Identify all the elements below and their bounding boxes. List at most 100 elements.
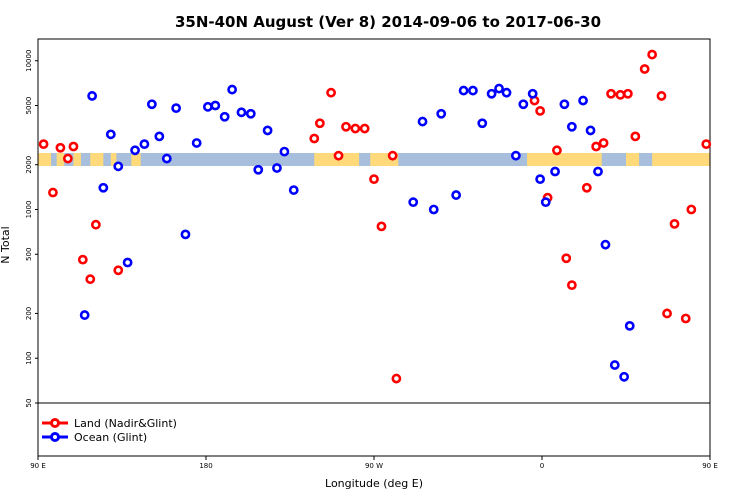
ocean-point-2 — [98, 182, 109, 193]
ocean-point-43 — [566, 121, 577, 132]
ocean-point-13 — [191, 138, 202, 148]
land-point-0 — [38, 139, 49, 150]
y-tick-label-500: 500 — [25, 248, 33, 261]
ocean-point-16 — [219, 111, 230, 122]
legend-label-land: Land (Nadir&Glint) — [74, 417, 177, 430]
ocean-point-37 — [518, 99, 529, 110]
ocean-point-46 — [593, 166, 603, 177]
map-land-2 — [73, 153, 81, 166]
land-point-8 — [113, 265, 124, 276]
ocean-point-25 — [408, 197, 419, 208]
land-point-29 — [606, 88, 616, 99]
land-point-40 — [701, 139, 712, 150]
land-point-10 — [314, 118, 325, 129]
ocean-point-3 — [105, 129, 116, 140]
y-tick-label-100: 100 — [25, 352, 33, 365]
land-point-28 — [598, 138, 609, 148]
land-point-2 — [55, 142, 66, 153]
land-point-7 — [90, 219, 101, 230]
land-point-39 — [686, 204, 697, 215]
land-point-4 — [68, 141, 79, 152]
y-tick-label-50: 50 — [25, 399, 33, 408]
ocean-point-19 — [245, 108, 256, 119]
ocean-point-23 — [279, 146, 290, 157]
legend-marker-ocean — [50, 432, 60, 442]
x-tick-label-2: 90 W — [365, 462, 383, 470]
land-point-26 — [581, 182, 592, 193]
legend-entry-land: Land (Nadir&Glint) — [42, 417, 177, 430]
ocean-point-28 — [436, 108, 447, 119]
ocean-point-49 — [619, 371, 630, 382]
ocean-point-21 — [262, 125, 273, 136]
ocean-point-24 — [288, 185, 299, 195]
map-land-3 — [90, 153, 104, 166]
land-point-12 — [333, 150, 344, 161]
y-tick-label-1000: 1000 — [25, 201, 33, 219]
land-point-25 — [566, 280, 577, 291]
ocean-point-35 — [501, 87, 512, 98]
land-point-9 — [309, 133, 320, 144]
ocean-point-31 — [468, 85, 478, 96]
land-point-18 — [387, 150, 398, 161]
y-axis: 50 100 200 500 1000 2000 5000 10000 — [25, 50, 38, 408]
land-point-19 — [391, 373, 402, 384]
map-land-9 — [626, 153, 640, 166]
land-point-36 — [662, 308, 672, 319]
land-point-34 — [647, 49, 658, 60]
ocean-point-8 — [146, 99, 157, 110]
ocean-point-33 — [486, 88, 497, 99]
ocean-point-20 — [253, 164, 264, 175]
y-tick-label-10000: 10000 — [25, 50, 33, 72]
legend-marker-land — [50, 418, 60, 428]
land-point-35 — [656, 91, 667, 101]
map-land-8 — [527, 153, 602, 166]
ocean-point-47 — [600, 239, 611, 250]
land-point-23 — [552, 145, 562, 156]
x-axis: 90 E 180 90 W 0 90 E — [30, 456, 718, 470]
land-point-31 — [622, 88, 633, 99]
ocean-point-36 — [510, 150, 521, 161]
ocean-point-22 — [272, 163, 282, 173]
land-point-27 — [591, 141, 602, 152]
ocean-point-38 — [527, 88, 538, 99]
ocean-point-14 — [202, 101, 213, 112]
ocean-point-1 — [79, 310, 90, 320]
land-point-15 — [359, 123, 370, 134]
ocean-point-32 — [477, 118, 488, 129]
y-tick-label-5000: 5000 — [25, 97, 33, 115]
ocean-point-17 — [227, 84, 238, 95]
ocean-point-50 — [624, 320, 635, 331]
ocean-point-18 — [236, 107, 247, 118]
ocean-point-6 — [130, 145, 140, 156]
legend: Land (Nadir&Glint) Ocean (Glint) — [42, 417, 177, 444]
ocean-point-12 — [180, 229, 191, 240]
ocean-point-26 — [417, 116, 428, 127]
x-tick-label-3: 0 — [540, 462, 544, 470]
ocean-point-27 — [428, 204, 439, 215]
ocean-point-10 — [161, 153, 172, 164]
map-land-4 — [110, 153, 117, 166]
map-land-0 — [38, 153, 52, 166]
map-land-1 — [56, 153, 65, 166]
ocean-point-29 — [451, 190, 462, 200]
ocean-point-0 — [87, 91, 98, 101]
ocean-point-5 — [122, 257, 133, 268]
land-point-1 — [48, 187, 58, 198]
land-point-38 — [680, 313, 691, 324]
land-point-11 — [326, 87, 336, 98]
world-map-strip — [38, 153, 710, 166]
land-point-6 — [85, 274, 96, 285]
ocean-point-15 — [210, 100, 221, 111]
y-tick-label-200: 200 — [25, 307, 33, 320]
legend-entry-ocean: Ocean (Glint) — [42, 431, 147, 444]
land-point-13 — [341, 121, 351, 132]
land-point-5 — [77, 254, 88, 265]
ocean-point-45 — [585, 125, 596, 136]
y-tick-label-2000: 2000 — [25, 156, 33, 174]
ocean-point-30 — [458, 85, 469, 96]
ocean-point-44 — [578, 95, 588, 106]
land-point-30 — [615, 89, 626, 100]
x-axis-label: Longitude (deg E) — [325, 477, 423, 490]
y-axis-label: N Total — [0, 226, 12, 263]
